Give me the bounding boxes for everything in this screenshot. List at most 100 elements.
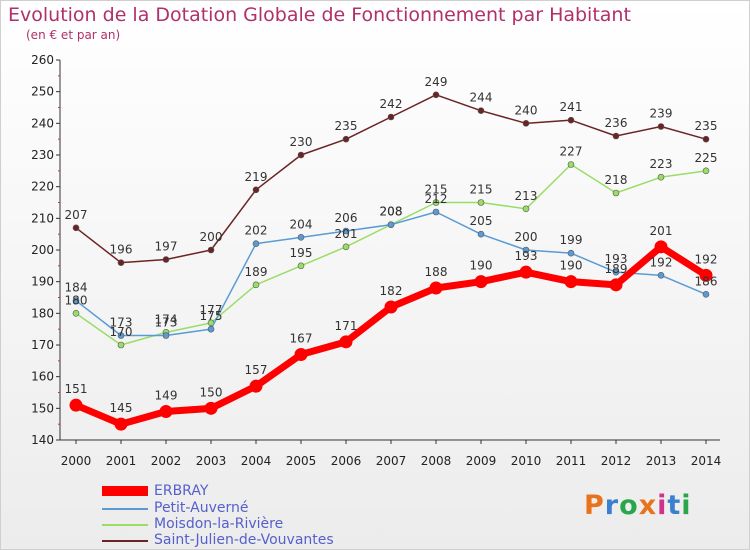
data-point-erbray bbox=[69, 398, 83, 412]
data-label-moisdon-la-riviere: 174 bbox=[155, 312, 178, 326]
logo-letter: i bbox=[657, 490, 668, 521]
data-label-petit-auverne: 208 bbox=[380, 205, 403, 219]
data-label-erbray: 190 bbox=[470, 259, 493, 273]
legend-swatch-petit-auverne bbox=[102, 508, 148, 510]
data-label-moisdon-la-riviere: 215 bbox=[425, 183, 448, 197]
data-point-saint-julien-de-vouvantes bbox=[207, 246, 215, 254]
data-label-petit-auverne: 175 bbox=[200, 309, 223, 323]
data-point-petit-auverne bbox=[207, 325, 215, 333]
legend-label-moisdon: Moisdon-la-Rivière bbox=[154, 516, 284, 532]
data-label-erbray: 171 bbox=[335, 319, 358, 333]
legend-swatch-moisdon bbox=[102, 524, 148, 526]
data-point-moisdon-la-riviere bbox=[342, 243, 350, 251]
y-tick-label: 200 bbox=[31, 243, 54, 257]
x-tick-label: 2001 bbox=[106, 454, 137, 468]
data-label-petit-auverne: 184 bbox=[65, 281, 88, 295]
data-point-moisdon-la-riviere bbox=[117, 341, 125, 349]
data-point-saint-julien-de-vouvantes bbox=[522, 120, 530, 127]
data-point-moisdon-la-riviere bbox=[72, 310, 80, 317]
data-point-petit-auverne bbox=[342, 227, 350, 235]
data-point-saint-julien-de-vouvantes bbox=[477, 107, 485, 114]
data-label-saint-julien-de-vouvantes: 244 bbox=[470, 91, 493, 105]
y-tick-label: 190 bbox=[31, 275, 54, 289]
data-label-moisdon-la-riviere: 170 bbox=[110, 325, 133, 339]
data-point-petit-auverne bbox=[117, 332, 125, 339]
x-tick-label: 2003 bbox=[196, 454, 227, 468]
data-label-moisdon-la-riviere: 177 bbox=[200, 303, 223, 317]
data-point-moisdon-la-riviere bbox=[297, 262, 305, 270]
x-tick-label: 2014 bbox=[691, 454, 722, 468]
logo-letter: r bbox=[604, 490, 620, 521]
data-point-saint-julien-de-vouvantes bbox=[387, 113, 395, 121]
y-tick-label: 240 bbox=[31, 116, 54, 130]
data-point-saint-julien-de-vouvantes bbox=[342, 135, 350, 143]
data-label-petit-auverne: 202 bbox=[245, 224, 268, 238]
data-label-erbray: 151 bbox=[65, 382, 88, 396]
chart-series-group bbox=[69, 91, 713, 431]
data-point-erbray bbox=[474, 275, 488, 289]
logo-letter: P bbox=[584, 490, 605, 521]
data-point-petit-auverne bbox=[657, 272, 665, 279]
y-tick-label: 250 bbox=[31, 85, 54, 99]
chart-data-labels: 207 196 197 200 219 230 235 242 249 244 240 241 236 2… bbox=[65, 75, 718, 415]
data-point-saint-julien-de-vouvantes bbox=[657, 123, 665, 130]
data-point-saint-julien-de-vouvantes bbox=[567, 116, 575, 124]
data-point-petit-auverne bbox=[387, 221, 395, 228]
data-point-saint-julien-de-vouvantes bbox=[72, 224, 80, 232]
data-label-moisdon-la-riviere: 223 bbox=[650, 157, 673, 171]
data-point-erbray bbox=[159, 405, 173, 418]
legend-label-petit-auverne: Petit-Auverné bbox=[154, 500, 249, 516]
data-label-petit-auverne: 192 bbox=[650, 255, 673, 269]
data-label-moisdon-la-riviere: 208 bbox=[380, 205, 403, 219]
legend-swatch-saint-julien bbox=[102, 540, 148, 542]
data-label-petit-auverne: 212 bbox=[425, 192, 448, 206]
data-label-saint-julien-de-vouvantes: 197 bbox=[155, 240, 178, 254]
data-label-petit-auverne: 193 bbox=[605, 252, 628, 266]
x-tick-label: 2002 bbox=[151, 454, 182, 468]
data-point-erbray bbox=[429, 281, 443, 295]
proxiti-logo: Proxiti bbox=[584, 490, 692, 521]
data-label-saint-julien-de-vouvantes: 242 bbox=[380, 97, 403, 111]
data-label-petit-auverne: 199 bbox=[560, 233, 583, 247]
data-point-petit-auverne bbox=[297, 234, 305, 241]
data-label-petit-auverne: 205 bbox=[470, 214, 493, 228]
data-label-saint-julien-de-vouvantes: 207 bbox=[65, 208, 88, 222]
data-label-erbray: 157 bbox=[245, 363, 268, 377]
data-label-saint-julien-de-vouvantes: 219 bbox=[245, 170, 268, 184]
data-point-saint-julien-de-vouvantes bbox=[162, 256, 170, 263]
y-tick-label: 180 bbox=[31, 306, 54, 320]
data-point-saint-julien-de-vouvantes bbox=[432, 91, 440, 99]
data-point-saint-julien-de-vouvantes bbox=[297, 151, 305, 159]
data-label-saint-julien-de-vouvantes: 235 bbox=[335, 119, 358, 133]
y-tick-label: 160 bbox=[31, 370, 54, 384]
y-tick-label: 220 bbox=[31, 180, 54, 194]
chart-subtitle: (en € et par an) bbox=[26, 28, 121, 42]
data-point-erbray bbox=[564, 275, 578, 289]
data-label-saint-julien-de-vouvantes: 239 bbox=[650, 107, 673, 121]
data-label-moisdon-la-riviere: 218 bbox=[605, 173, 628, 187]
data-point-erbray bbox=[384, 300, 398, 314]
y-tick-label: 230 bbox=[31, 148, 54, 162]
data-label-erbray: 192 bbox=[695, 252, 718, 266]
data-label-petit-auverne: 204 bbox=[290, 217, 313, 231]
data-point-saint-julien-de-vouvantes bbox=[117, 259, 125, 266]
y-tick-label: 260 bbox=[31, 53, 54, 67]
data-label-saint-julien-de-vouvantes: 236 bbox=[605, 116, 628, 130]
data-label-erbray: 149 bbox=[155, 389, 178, 403]
data-label-erbray: 145 bbox=[110, 401, 133, 415]
data-point-erbray bbox=[249, 379, 263, 393]
data-label-erbray: 150 bbox=[200, 385, 223, 399]
x-tick-label: 2008 bbox=[421, 454, 452, 468]
data-label-moisdon-la-riviere: 195 bbox=[290, 246, 313, 260]
data-point-erbray bbox=[204, 401, 218, 415]
data-label-erbray: 201 bbox=[650, 224, 673, 238]
y-tick-label: 140 bbox=[31, 433, 54, 447]
x-tick-label: 2011 bbox=[556, 454, 587, 468]
x-tick-label: 2007 bbox=[376, 454, 407, 468]
logo-letter: x bbox=[638, 490, 658, 521]
data-label-moisdon-la-riviere: 213 bbox=[515, 189, 538, 203]
logo-letter: i bbox=[681, 490, 692, 521]
data-label-saint-julien-de-vouvantes: 230 bbox=[290, 135, 313, 149]
data-label-petit-auverne: 206 bbox=[335, 211, 358, 225]
